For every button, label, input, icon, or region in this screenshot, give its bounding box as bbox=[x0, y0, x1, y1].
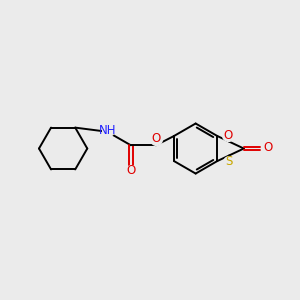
Text: O: O bbox=[223, 129, 232, 142]
Text: O: O bbox=[152, 132, 161, 145]
Text: O: O bbox=[126, 164, 136, 177]
Text: O: O bbox=[264, 141, 273, 154]
Text: NH: NH bbox=[99, 124, 116, 137]
Text: S: S bbox=[225, 155, 232, 168]
